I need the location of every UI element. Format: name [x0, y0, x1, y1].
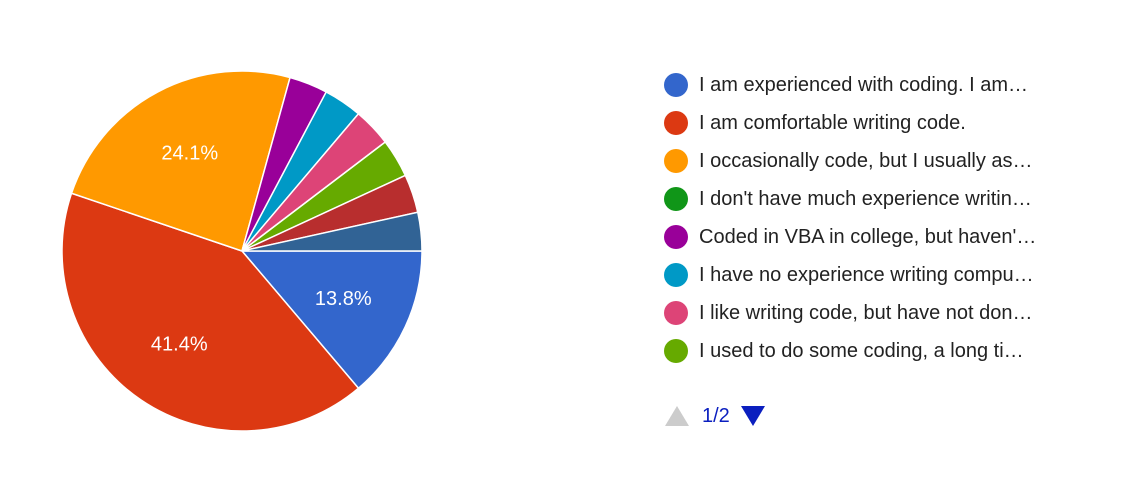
legend-label-2: I occasionally code, but I usually as…	[699, 149, 1033, 172]
legend: I am experienced with coding. I am… I am …	[664, 66, 1124, 370]
slice-label-0: 13.8%	[315, 288, 372, 310]
legend-item-6[interactable]: I like writing code, but have not don…	[664, 294, 1124, 332]
pie-slice-9[interactable]	[241, 211, 423, 252]
legend-swatch-5	[664, 263, 688, 287]
legend-item-7[interactable]: I used to do some coding, a long ti…	[664, 332, 1124, 370]
legend-label-1: I am comfortable writing code.	[699, 111, 966, 134]
legend-item-0[interactable]: I am experienced with coding. I am…	[664, 66, 1124, 104]
legend-swatch-7	[664, 339, 688, 363]
legend-item-3[interactable]: I don't have much experience writin…	[664, 180, 1124, 218]
legend-label-6: I like writing code, but have not don…	[699, 301, 1033, 324]
pie-slice-1[interactable]	[61, 192, 360, 432]
legend-swatch-4	[664, 225, 688, 249]
legend-label-0: I am experienced with coding. I am…	[699, 73, 1029, 96]
legend-item-5[interactable]: I have no experience writing compu…	[664, 256, 1124, 294]
slice-label-2: 24.1%	[161, 142, 218, 164]
legend-item-1[interactable]: I am comfortable writing code.	[664, 104, 1124, 142]
page-up-arrow-icon[interactable]	[664, 404, 690, 428]
legend-item-2[interactable]: I occasionally code, but I usually as…	[664, 142, 1124, 180]
pie-slice-0[interactable]	[240, 250, 423, 390]
legend-item-4[interactable]: Coded in VBA in college, but haven'…	[664, 218, 1124, 256]
pie-chart: 13.8% 41.4% 24.1%	[61, 70, 423, 432]
legend-label-7: I used to do some coding, a long ti…	[699, 339, 1024, 362]
legend-swatch-3	[664, 187, 688, 211]
legend-swatch-1	[664, 111, 688, 135]
legend-swatch-6	[664, 301, 688, 325]
page-indicator: 1/2	[702, 404, 730, 427]
legend-label-5: I have no experience writing compu…	[699, 263, 1034, 286]
legend-pager: 1/2	[664, 404, 766, 428]
legend-label-3: I don't have much experience writin…	[699, 187, 1032, 210]
legend-label-4: Coded in VBA in college, but haven'…	[699, 225, 1037, 248]
legend-swatch-2	[664, 149, 688, 173]
pie-slice-2[interactable]	[70, 70, 291, 252]
page-down-arrow-icon[interactable]	[740, 404, 766, 428]
legend-swatch-0	[664, 73, 688, 97]
slice-label-1: 41.4%	[151, 333, 208, 355]
